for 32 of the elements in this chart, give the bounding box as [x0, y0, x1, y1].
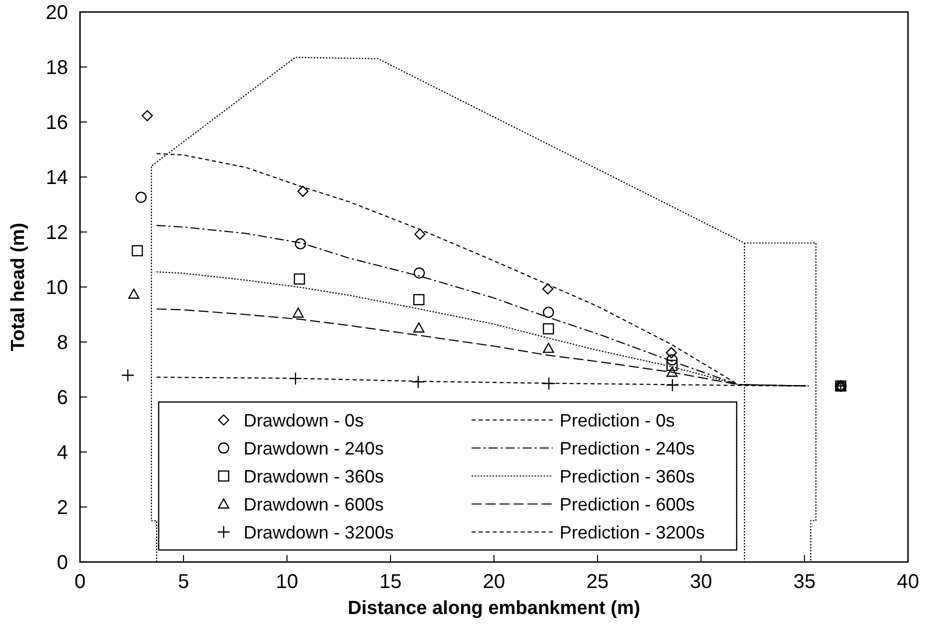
x-tick-label: 10	[276, 571, 298, 593]
y-tick-label: 20	[46, 2, 68, 24]
x-tick-label: 15	[379, 571, 402, 593]
x-tick-label: 35	[793, 571, 816, 593]
y-tick-label: 14	[46, 167, 68, 189]
legend-label: Drawdown - 240s	[244, 438, 384, 458]
legend-label: Drawdown - 3200s	[244, 522, 394, 542]
legend-label: Prediction - 3200s	[560, 522, 705, 542]
y-tick-label: 10	[46, 277, 68, 299]
y-tick-label: 0	[56, 552, 68, 574]
y-tick-label: 6	[56, 387, 68, 409]
legend-label: Prediction - 600s	[560, 494, 695, 514]
legend-label: Prediction - 240s	[560, 438, 695, 458]
x-tick-label: 20	[482, 571, 506, 593]
y-tick-label: 8	[56, 332, 68, 354]
legend-label: Prediction - 0s	[560, 410, 675, 430]
x-tick-label: 25	[586, 571, 609, 593]
x-axis-title: Distance along embankment (m)	[348, 598, 640, 619]
x-tick-label: 0	[74, 571, 86, 593]
y-tick-label: 12	[46, 222, 68, 244]
y-tick-label: 2	[56, 497, 68, 519]
legend-label: Drawdown - 0s	[244, 410, 364, 430]
y-tick-label: 16	[46, 112, 68, 134]
legend-label: Prediction - 360s	[560, 466, 695, 486]
x-tick-label: 40	[896, 571, 920, 593]
x-tick-label: 5	[178, 571, 190, 593]
legend-label: Drawdown - 600s	[244, 494, 384, 514]
legend-label: Drawdown - 360s	[244, 466, 384, 486]
y-axis-title: Total head (m)	[8, 222, 29, 352]
x-tick-label: 30	[690, 571, 712, 593]
y-tick-label: 4	[56, 442, 68, 464]
y-tick-label: 18	[46, 57, 68, 79]
